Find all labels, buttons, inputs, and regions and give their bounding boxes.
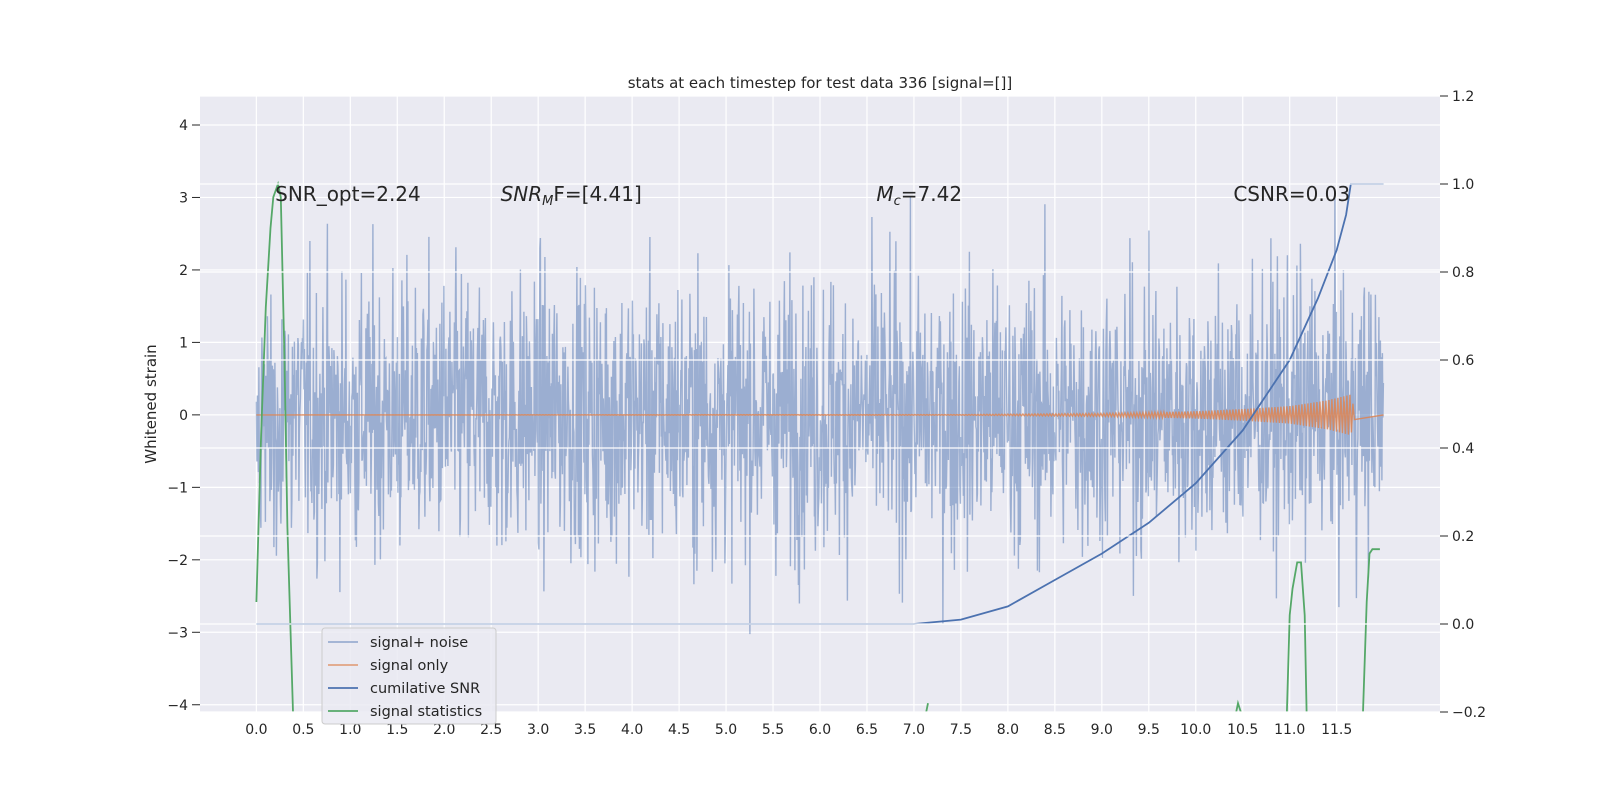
x-tick-label: 10.0 [1180,722,1211,738]
legend: signal+ noise signal only cumilative SNR si… [321,627,497,725]
x-tick-label: 7.5 [950,722,972,738]
legend-label: cumilative SNR [370,681,480,697]
annotation-layer: SNR_opt=2.24 SNRMF=[4.41] Mc=7.42 CSNR=0.03 [275,182,1350,209]
series-signal-statistics [1362,548,1380,712]
legend-label: signal only [370,658,449,674]
x-tick-label: 10.5 [1227,722,1258,738]
x-tick-label: 11.0 [1274,722,1305,738]
chart-title: stats at each timestep for test data 336… [628,74,1013,92]
y-left-tick-label: 4 [179,118,188,134]
x-tick-label: 3.5 [574,722,596,738]
x-tick-label: 1.0 [339,722,361,738]
x-tick-label: 8.5 [1044,722,1066,738]
x-tick-label: 0.5 [292,722,314,738]
annotation-text: SNRMF=[4.41] [501,182,642,209]
x-tick-label: 5.5 [762,722,784,738]
x-tick-label: 7.0 [903,722,925,738]
annotation-text: SNR_opt=2.24 [275,182,421,206]
series-signal-only [256,394,1384,435]
y-left-tick-label: −2 [167,553,188,569]
series-signal-statistics [1235,699,1242,712]
x-tick-label: 6.0 [809,722,831,738]
right-grid-layer [200,95,1440,713]
y-right-tick-label: 0.2 [1452,529,1474,545]
y-left-tick-label: 1 [179,335,188,351]
x-tick-label: 9.5 [1138,722,1160,738]
x-tick-label: 1.5 [386,722,408,738]
x-tick-label: 8.0 [997,722,1019,738]
y-left-tick-label: 3 [179,190,188,206]
y-right-tick-label: −0.2 [1452,705,1486,721]
y-left-tick-label: −1 [167,480,188,496]
y-left-tick-label: 0 [179,408,188,424]
y-right-tick-label: 0.6 [1452,353,1474,369]
x-tick-label: 9.0 [1091,722,1113,738]
y-axis-left-label: Whitened strain [142,344,160,463]
legend-label: signal statistics [370,704,482,720]
axis-layer: 0.0 0.5 1.0 1.5 2.0 2.5 3.0 3.5 4.0 4.5 5.0 5.5 6.0 6… [167,89,1486,738]
series-signal-statistics [255,180,294,712]
x-tick-label: 0.0 [245,722,267,738]
y-right-tick-label: 0.0 [1452,617,1474,633]
series-signal-statistics [925,703,929,712]
x-tick-label: 3.0 [527,722,549,738]
x-tick-label: 2.5 [480,722,502,738]
series-signal-statistics [1286,561,1308,712]
series-cumilative-snr [256,183,1384,625]
y-right-tick-label: 1.2 [1452,89,1474,105]
y-left-tick-label: 2 [179,263,188,279]
y-right-tick-label: 0.8 [1452,265,1474,281]
x-tick-label: 4.0 [621,722,643,738]
y-left-tick-label: −3 [167,625,188,641]
x-tick-label: 2.0 [433,722,455,738]
y-left-tick-label: −4 [167,698,188,714]
legend-box [321,627,497,725]
y-right-tick-label: 1.0 [1452,177,1474,193]
x-tick-label: 11.5 [1321,722,1352,738]
annotation-text: Mc=7.42 [876,182,962,209]
x-tick-label: 6.5 [856,722,878,738]
y-right-tick-label: 0.4 [1452,441,1474,457]
x-tick-label: 4.5 [668,722,690,738]
annotation-text: CSNR=0.03 [1233,182,1350,206]
legend-label: signal+ noise [370,635,468,651]
x-tick-label: 5.0 [715,722,737,738]
